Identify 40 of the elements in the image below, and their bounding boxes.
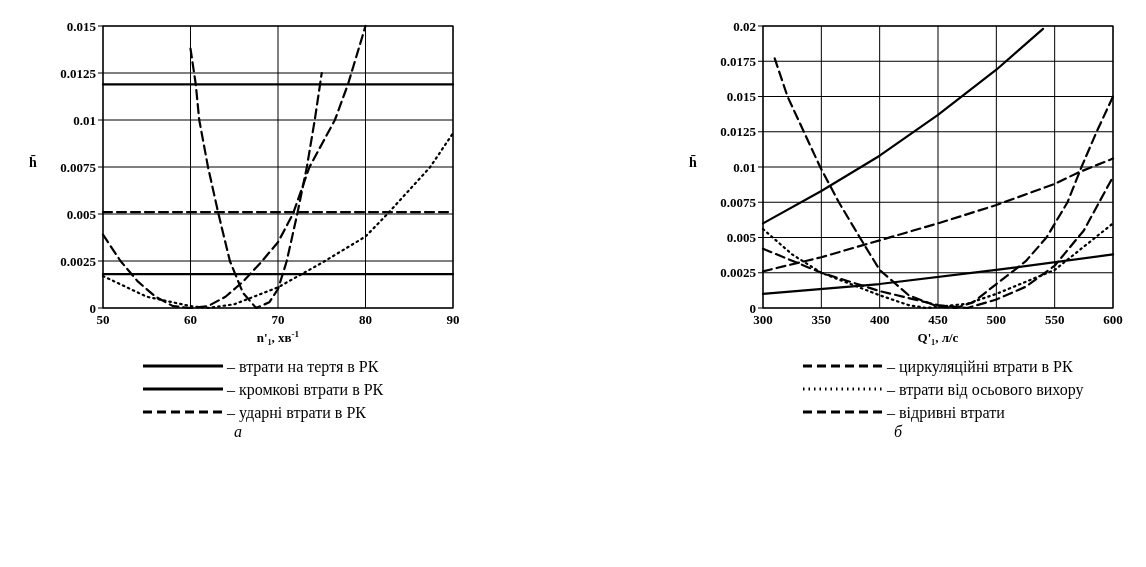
y-tick-label: 0.01 (73, 112, 96, 128)
x-tick-label: 550 (1044, 312, 1065, 327)
y-tick-label: 0.02 (733, 18, 756, 34)
legend-label: – циркуляційні втрати в РК (886, 357, 1073, 376)
y-tick-label: 0.0125 (60, 65, 97, 81)
y-tick-label: 0.0175 (720, 53, 757, 69)
y-tick-label: 0.0125 (720, 124, 757, 140)
x-tick-label: 500 (986, 312, 1007, 327)
x-tick-label: 600 (1103, 312, 1123, 327)
x-tick-label: 450 (928, 312, 948, 327)
y-tick-label: 0.015 (66, 18, 97, 34)
x-tick-label: 70 (271, 312, 285, 327)
legend-label: – втрати від осьового вихору (886, 380, 1084, 399)
x-tick-label: 350 (811, 312, 832, 327)
text: б (893, 423, 903, 440)
y-tick-label: 0.0075 (720, 194, 757, 210)
x-tick-label: 400 (869, 312, 890, 327)
x-axis-title: Q'₁, л/с (917, 330, 959, 345)
x-tick-label: 50 (96, 312, 110, 327)
x-tick-label: 80 (359, 312, 372, 327)
y-axis-title: h̄ (29, 155, 38, 170)
legend-label: – ударні втрати в РК (226, 403, 367, 422)
y-tick-label: 0.0075 (60, 159, 97, 175)
legend-label: – кромкові втрати в РК (226, 380, 384, 399)
x-tick-label: 90 (446, 312, 460, 327)
y-tick-label: 0.005 (726, 230, 757, 246)
y-tick-label: 0 (749, 300, 756, 316)
x-tick-label: 300 (753, 312, 773, 327)
x-tick-label: 60 (184, 312, 197, 327)
x-axis-title: n'₁, хв$^{-1}$ (256, 329, 300, 345)
y-tick-label: 0.005 (66, 206, 97, 222)
y-tick-label: 0.015 (726, 89, 757, 105)
legend-label: – втрати на тертя в РК (226, 357, 379, 376)
text: а (234, 423, 242, 440)
y-axis-title: h̄ (689, 155, 698, 170)
legend-label: – відривні втрати (886, 403, 1006, 422)
y-tick-label: 0.01 (733, 159, 756, 175)
y-tick-label: 0.0025 (720, 265, 757, 281)
y-tick-label: 0.0025 (60, 253, 97, 269)
y-tick-label: 0 (89, 300, 96, 316)
